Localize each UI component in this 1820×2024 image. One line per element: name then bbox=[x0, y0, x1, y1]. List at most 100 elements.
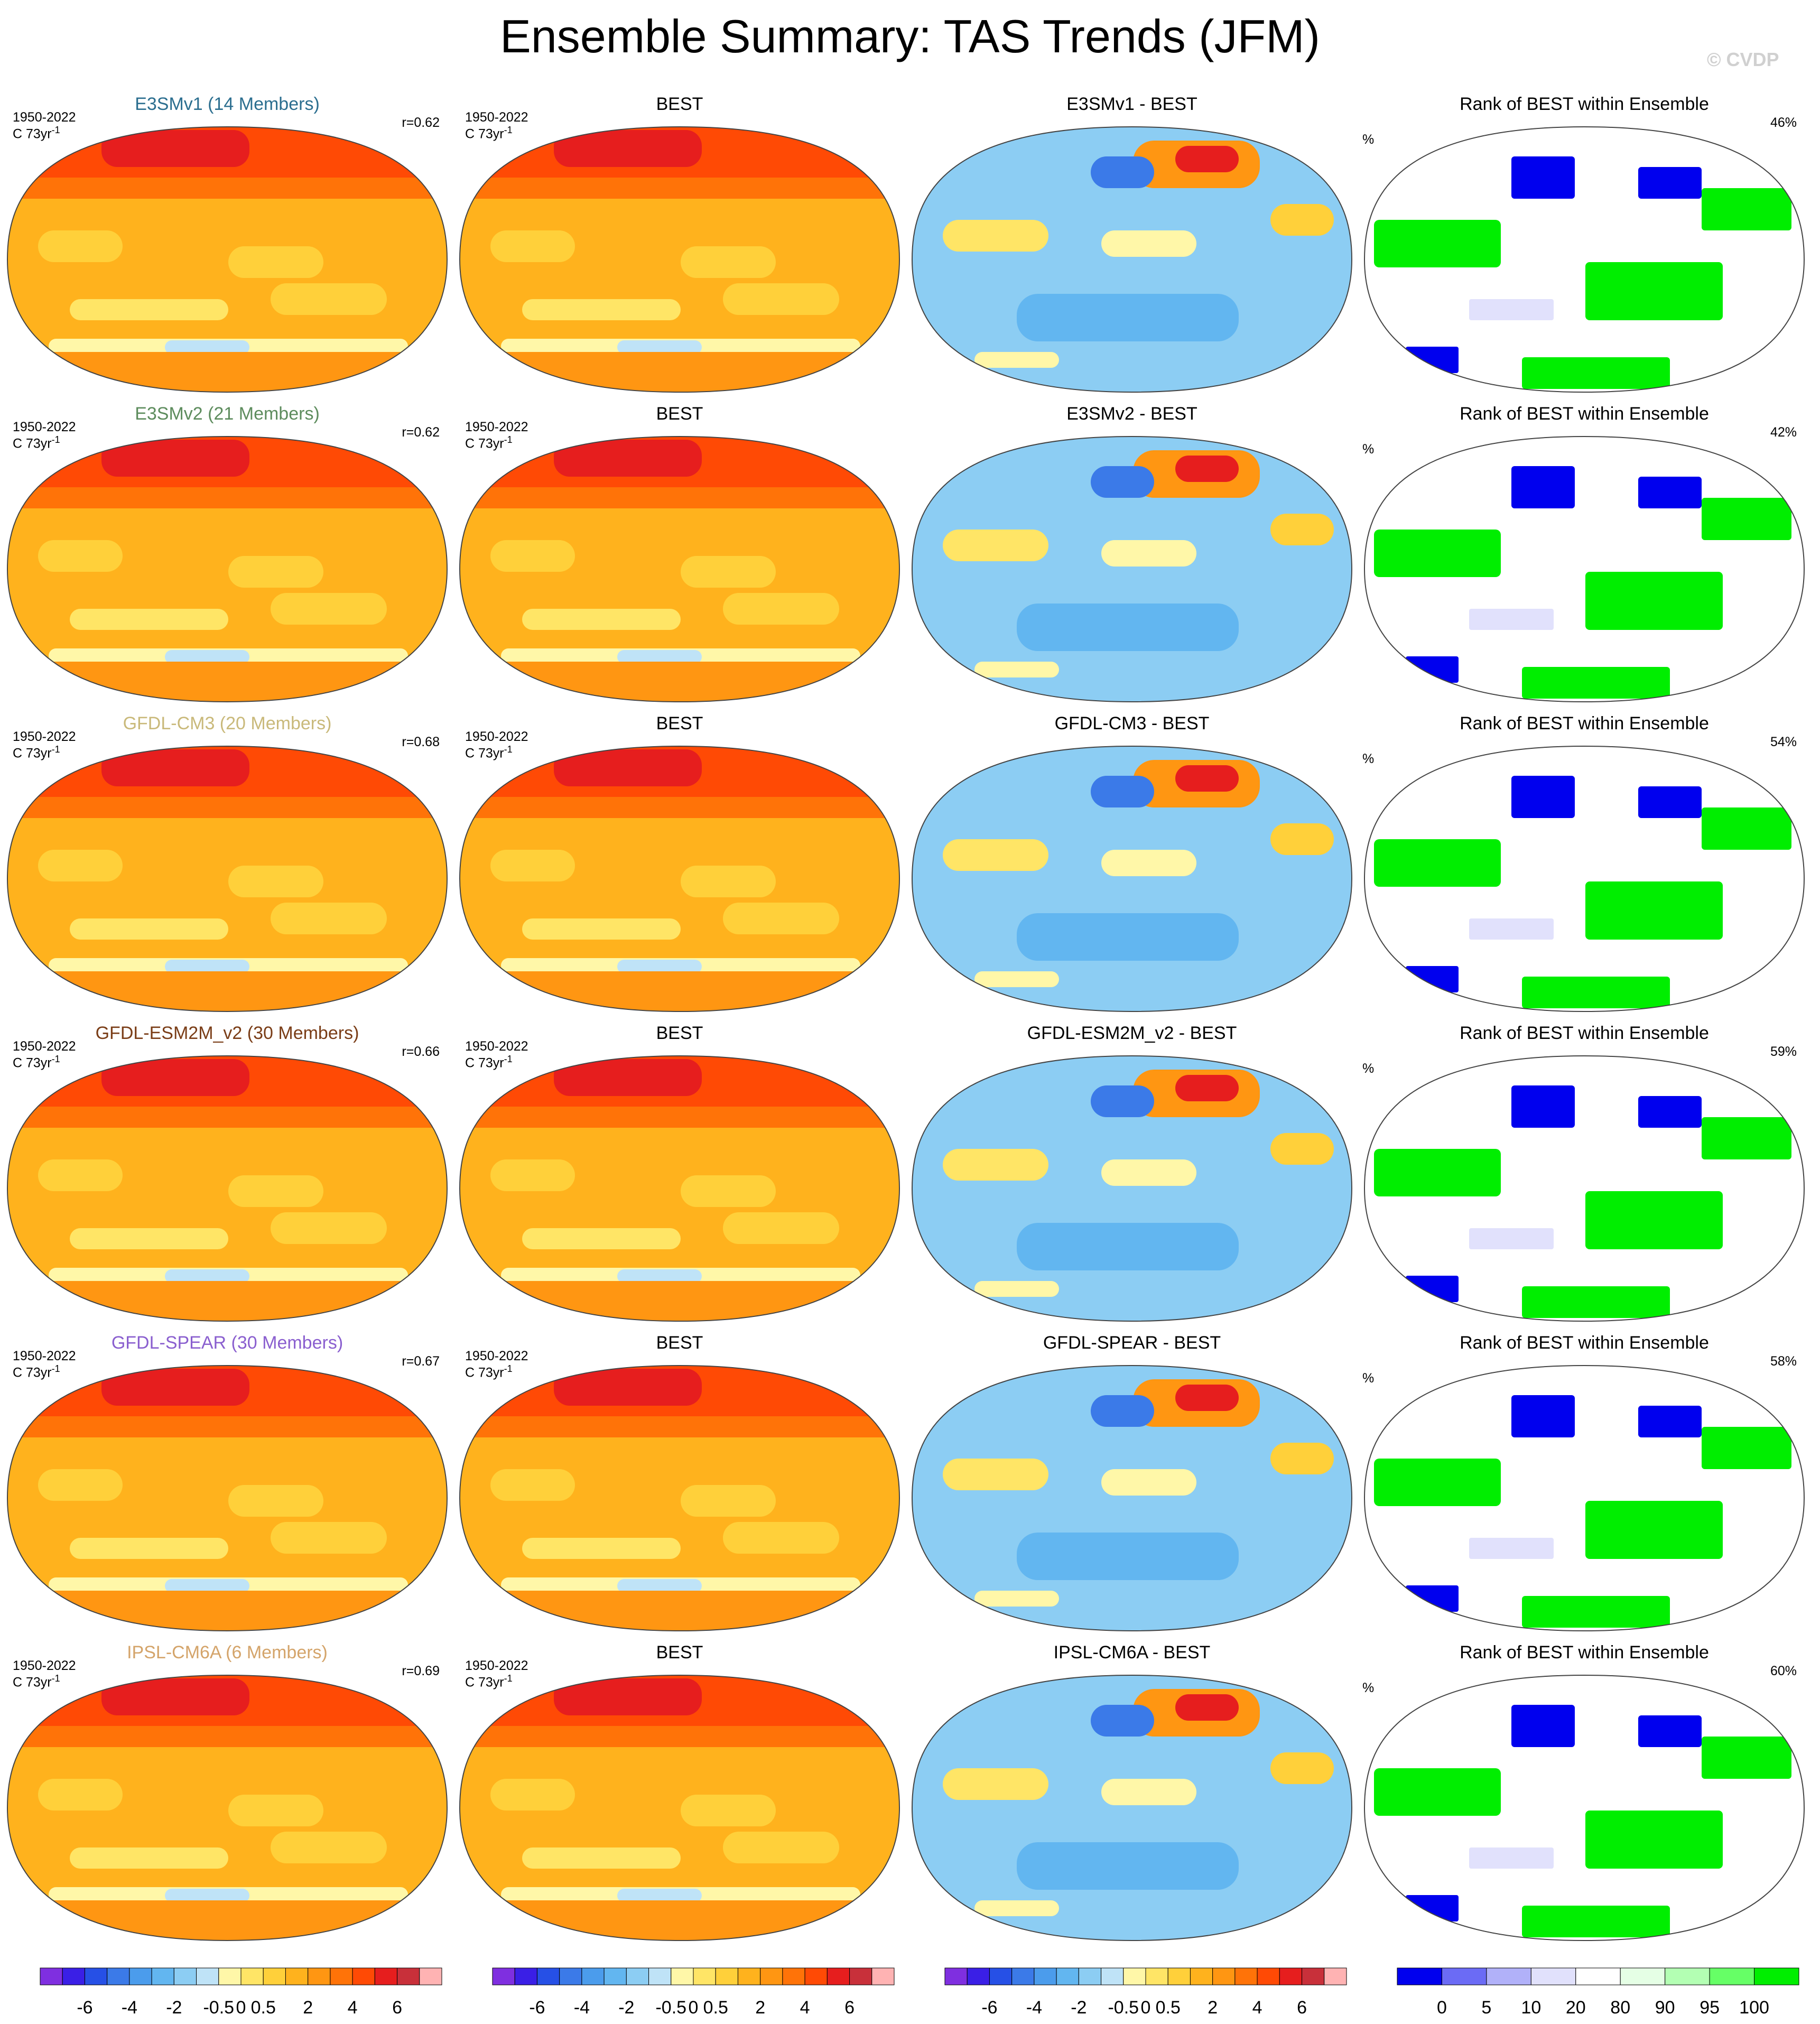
model-title: GFDL-ESM2M_v2 (30 Members) bbox=[95, 1023, 359, 1043]
trend-map bbox=[6, 1674, 448, 1942]
colorbar-swatch bbox=[1486, 1967, 1531, 1985]
colorbar-tick-label: 80 bbox=[1610, 1998, 1631, 2018]
colorbar-swatch bbox=[352, 1967, 375, 1985]
diff-title: E3SMv1 - BEST bbox=[1066, 94, 1197, 114]
period-label: 1950-2022 bbox=[465, 1039, 528, 1054]
colorbar-swatch bbox=[782, 1967, 805, 1985]
colorbar-swatch bbox=[263, 1967, 286, 1985]
diff-title: IPSL-CM6A - BEST bbox=[1053, 1642, 1211, 1663]
period-label: 1950-2022 bbox=[465, 729, 528, 744]
period-label: 1950-2022 bbox=[465, 1658, 528, 1673]
colorbar-swatch bbox=[1212, 1967, 1236, 1985]
colorbar-swatches bbox=[492, 1967, 895, 1985]
pattern-correlation: r=0.62 bbox=[402, 425, 440, 440]
rank-map bbox=[1363, 126, 1805, 393]
model-title: IPSL-CM6A (6 Members) bbox=[127, 1642, 328, 1663]
colorbar-swatch bbox=[374, 1967, 398, 1985]
rank-percent: 59% bbox=[1770, 1044, 1797, 1059]
rank-title: Rank of BEST within Ensemble bbox=[1460, 713, 1709, 734]
units-text: C 73yr bbox=[13, 436, 52, 451]
diff-title: GFDL-CM3 - BEST bbox=[1054, 713, 1210, 734]
colorbar-swatch bbox=[419, 1967, 442, 1985]
colorbar-tick-label: 0.5 bbox=[1155, 1998, 1181, 2018]
units-sup: -1 bbox=[51, 744, 60, 755]
rank-map bbox=[1363, 1364, 1805, 1632]
colorbar-swatch bbox=[1397, 1967, 1442, 1985]
percent-symbol: % bbox=[1362, 1371, 1375, 1386]
trend-map bbox=[459, 1674, 900, 1942]
colorbar-swatch bbox=[1078, 1967, 1102, 1985]
units-sup: -1 bbox=[51, 434, 60, 445]
model-panel: IPSL-CM6A (6 Members) 1950-2022 C 73yr-1 r=… bbox=[0, 1638, 454, 1948]
obs-panel: BEST 1950-2022 C 73yr-1 bbox=[452, 709, 907, 1019]
percent-symbol: % bbox=[1362, 442, 1375, 457]
colorbar-diff: -6 -4 -2 -0.5 0 0.5 2 4 6 bbox=[934, 1967, 1357, 2020]
pattern-correlation: r=0.66 bbox=[402, 1044, 440, 1059]
colorbar-swatch bbox=[218, 1967, 242, 1985]
obs-panel: BEST 1950-2022 C 73yr-1 bbox=[452, 1019, 907, 1329]
units-sup: -1 bbox=[504, 434, 513, 445]
trend-map bbox=[6, 1055, 448, 1322]
colorbar-tick-label: 0 bbox=[688, 1998, 699, 2018]
diff-panel: GFDL-CM3 - BEST bbox=[905, 709, 1359, 1019]
period-label: 1950-2022 bbox=[13, 110, 76, 125]
trend-map bbox=[459, 745, 900, 1013]
colorbar-tick-label: 0.5 bbox=[703, 1998, 728, 2018]
colorbar-swatch bbox=[1575, 1967, 1621, 1985]
colorbar-swatch bbox=[1665, 1967, 1710, 1985]
units-text: C 73yr bbox=[465, 1365, 504, 1380]
colorbar-swatch bbox=[129, 1967, 152, 1985]
units-label: C 73yr-1 bbox=[13, 1363, 60, 1380]
units-text: C 73yr bbox=[465, 1055, 504, 1071]
units-label: C 73yr-1 bbox=[465, 1054, 513, 1071]
colorbar-swatch bbox=[967, 1967, 990, 1985]
units-label: C 73yr-1 bbox=[465, 744, 513, 761]
colorbar-swatch bbox=[1709, 1967, 1755, 1985]
period-label: 1950-2022 bbox=[13, 1039, 76, 1054]
period-label: 1950-2022 bbox=[465, 420, 528, 434]
rank-panel: Rank of BEST within Ensemble% 54% bbox=[1357, 709, 1812, 1019]
obs-title: BEST bbox=[656, 1642, 703, 1663]
colorbar-swatch bbox=[330, 1967, 353, 1985]
units-text: C 73yr bbox=[13, 746, 52, 761]
model-panel: GFDL-CM3 (20 Members) 1950-2022 C 73yr-1 r=… bbox=[0, 709, 454, 1019]
colorbar-swatch bbox=[1324, 1967, 1347, 1985]
percent-symbol: % bbox=[1362, 1061, 1375, 1076]
colorbar-swatch bbox=[196, 1967, 219, 1985]
colorbar-tick-label: 4 bbox=[800, 1998, 810, 2018]
trend-map bbox=[6, 745, 448, 1013]
colorbar-swatch bbox=[1056, 1967, 1079, 1985]
colorbar-swatch bbox=[1530, 1967, 1576, 1985]
colorbar-swatch bbox=[849, 1967, 872, 1985]
rank-map bbox=[1363, 1055, 1805, 1322]
colorbar-swatch bbox=[514, 1967, 537, 1985]
colorbar-tick-label: 4 bbox=[347, 1998, 358, 2018]
rank-map bbox=[1363, 435, 1805, 703]
units-sup: -1 bbox=[504, 125, 513, 135]
diff-panel: GFDL-ESM2M_v2 - BEST bbox=[905, 1019, 1359, 1329]
colorbar-obs: -6 -4 -2 -0.5 0 0.5 2 4 6 bbox=[482, 1967, 905, 2020]
rank-panel: Rank of BEST within Ensemble% 60% bbox=[1357, 1638, 1812, 1948]
obs-panel: BEST 1950-2022 C 73yr-1 bbox=[452, 1329, 907, 1638]
units-text: C 73yr bbox=[13, 1055, 52, 1071]
model-title: E3SMv2 (21 Members) bbox=[135, 404, 320, 424]
difference-map bbox=[911, 1364, 1353, 1632]
units-text: C 73yr bbox=[465, 126, 504, 142]
colorbar-tick-label: -4 bbox=[121, 1998, 137, 2018]
difference-map bbox=[911, 126, 1353, 393]
colorbar-tick-label: -2 bbox=[166, 1998, 182, 2018]
period-label: 1950-2022 bbox=[13, 420, 76, 434]
diff-title: E3SMv2 - BEST bbox=[1066, 404, 1197, 424]
rank-panel: Rank of BEST within Ensemble% 58% bbox=[1357, 1329, 1812, 1638]
units-text: C 73yr bbox=[465, 1675, 504, 1690]
colorbar-swatches bbox=[944, 1967, 1347, 1985]
obs-panel: BEST 1950-2022 C 73yr-1 bbox=[452, 400, 907, 709]
colorbar-swatch bbox=[240, 1967, 264, 1985]
colorbar-tick-label: -0.5 bbox=[1108, 1998, 1139, 2018]
colorbar-tick-label: 0 bbox=[1140, 1998, 1151, 2018]
model-title: GFDL-SPEAR (30 Members) bbox=[111, 1333, 343, 1353]
colorbar-swatch bbox=[827, 1967, 850, 1985]
colorbar-tick-label: -0.5 bbox=[655, 1998, 687, 2018]
colorbar-swatch bbox=[871, 1967, 895, 1985]
obs-title: BEST bbox=[656, 1023, 703, 1043]
